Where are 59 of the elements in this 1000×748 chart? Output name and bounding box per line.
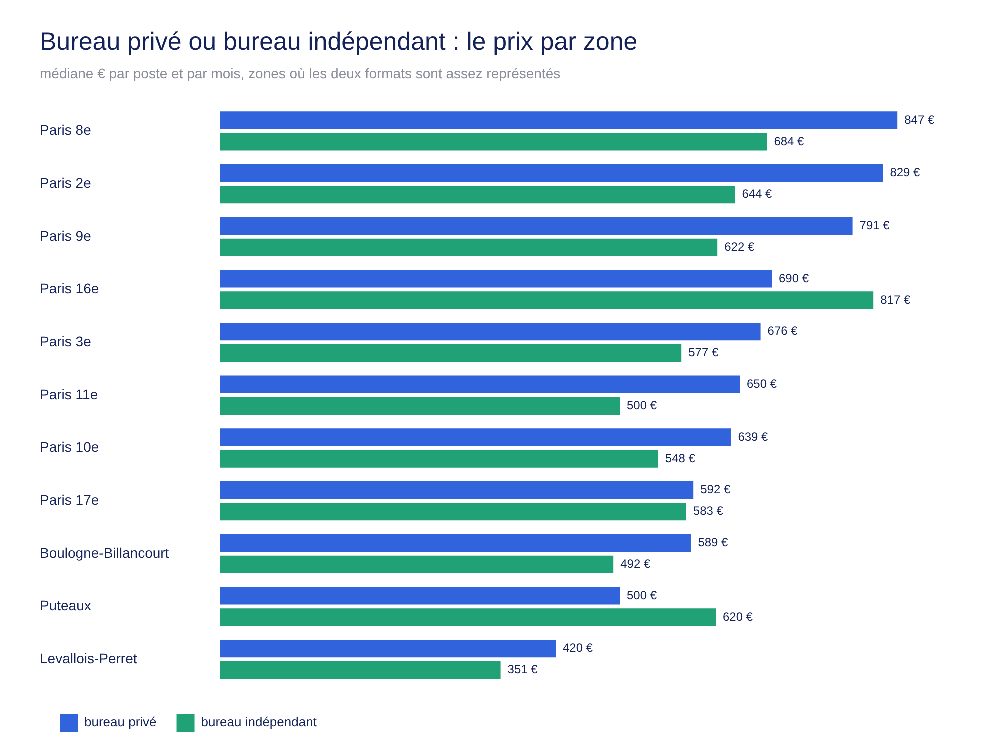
bar: [220, 112, 898, 130]
data-label: 583 €: [693, 504, 724, 518]
bar: [220, 322, 761, 341]
y-tick-label: Boulogne-Billancourt: [40, 544, 170, 561]
y-tick-label: Paris 3e: [40, 333, 92, 350]
data-label: 791 €: [860, 218, 890, 232]
data-label: 676 €: [768, 324, 798, 338]
legend-label: bureau privé: [84, 714, 157, 730]
data-label: 351 €: [508, 662, 538, 677]
data-label: 639 €: [738, 430, 769, 444]
y-tick-label: Paris 17e: [40, 492, 100, 508]
y-tick-label: Paris 2e: [40, 174, 92, 191]
bar: [220, 238, 718, 256]
data-label: 420 €: [563, 641, 594, 656]
data-label: 492 €: [620, 556, 651, 571]
data-label: 577 €: [688, 346, 719, 360]
data-label: 847 €: [904, 112, 935, 127]
bar: [220, 344, 682, 362]
bar: [220, 640, 556, 658]
bar: [220, 481, 694, 500]
data-label: 589 €: [698, 535, 729, 550]
legend-label: bureau indépendant: [201, 714, 318, 730]
bar: [220, 133, 768, 151]
chart-subtitle: médiane € par poste et par mois, zones où les deux formats sont assez représentés: [40, 65, 561, 82]
data-label: 620 €: [723, 610, 754, 624]
data-label: 690 €: [779, 271, 810, 286]
bar: [220, 534, 692, 552]
data-label: 684 €: [774, 134, 805, 148]
bar: [220, 503, 686, 521]
bar: [220, 428, 732, 446]
bar: [220, 608, 716, 626]
bar: [220, 217, 853, 235]
bar: [220, 397, 620, 415]
data-label: 650 €: [747, 376, 778, 391]
bar: [220, 556, 614, 574]
y-tick-label: Paris 9e: [40, 228, 92, 244]
data-label: 829 €: [890, 166, 921, 180]
data-label: 622 €: [724, 240, 755, 254]
bar: [220, 587, 620, 605]
bar: [220, 376, 740, 394]
chart-title: Bureau privé ou bureau indépendant : le prix par zone: [40, 28, 638, 56]
bar: [220, 186, 736, 204]
y-tick-label: Paris 8e: [40, 122, 92, 138]
data-label: 548 €: [665, 451, 696, 466]
data-label: 500 €: [627, 398, 658, 412]
data-label: 644 €: [742, 187, 773, 202]
bar: [220, 450, 658, 468]
y-tick-label: Paris 10e: [40, 439, 100, 456]
y-tick-label: Paris 11e: [40, 386, 98, 402]
data-label: 500 €: [627, 588, 658, 602]
bar: [220, 292, 874, 310]
bar: [220, 270, 772, 288]
y-tick-label: Paris 16e: [40, 280, 100, 297]
bar: [220, 164, 884, 182]
y-tick-label: Levallois-Perret: [40, 650, 138, 666]
y-tick-label: Puteaux: [40, 598, 92, 614]
bar: [220, 662, 501, 680]
data-label: 592 €: [700, 482, 731, 497]
data-label: 817 €: [880, 292, 911, 307]
